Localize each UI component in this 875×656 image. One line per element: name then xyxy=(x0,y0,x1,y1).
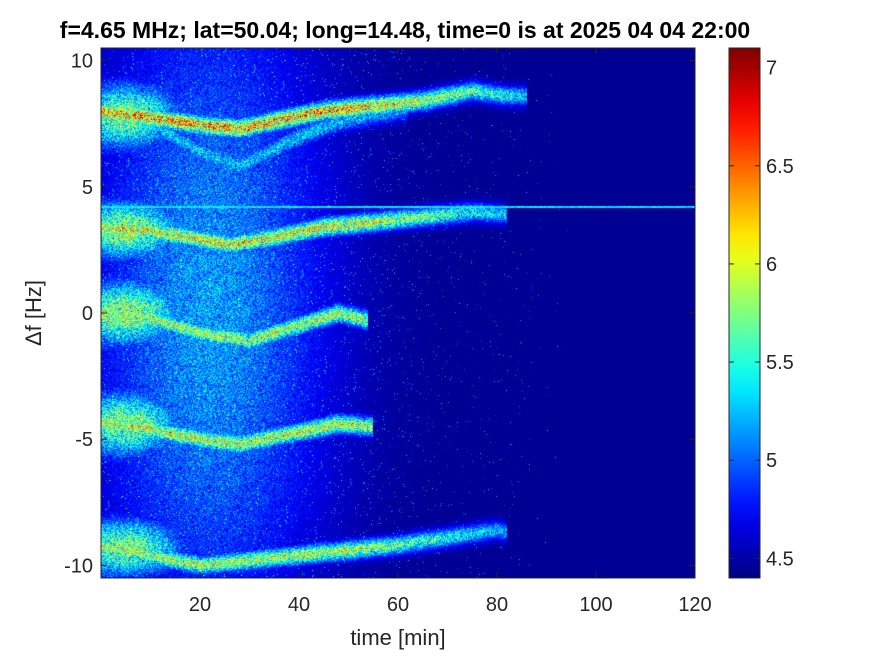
y-tick-label: -5 xyxy=(75,429,93,451)
colorbar-frame xyxy=(728,47,761,579)
colorbar-tick-label: 4.5 xyxy=(766,548,794,570)
x-axis-ticks: 20 40 60 80 100 120 xyxy=(189,48,712,616)
x-tick-label: 100 xyxy=(579,594,612,616)
plot-area xyxy=(100,47,696,579)
x-tick-label: 60 xyxy=(387,594,409,616)
y-tick-label: 0 xyxy=(82,303,93,325)
x-tick-label: 20 xyxy=(189,594,211,616)
x-tick-label: 40 xyxy=(288,594,310,616)
colorbar-tick-label: 5.5 xyxy=(766,352,794,374)
colorbar-ticks: 4.5 5 5.5 6 6.5 7 xyxy=(729,58,794,570)
x-tick-label: 80 xyxy=(486,594,508,616)
y-axis-ticks: -10 -5 0 5 10 xyxy=(64,51,695,577)
x-axis-label: time [min] xyxy=(350,625,445,650)
colorbar: 4.5 5 5.5 6 6.5 7 xyxy=(728,47,794,579)
colorbar-tick-label: 5 xyxy=(766,450,777,472)
colorbar-tick-label: 6.5 xyxy=(766,156,794,178)
y-axis-label: Δf [Hz] xyxy=(21,280,46,346)
x-tick-label: 120 xyxy=(678,594,711,616)
y-tick-label: -10 xyxy=(64,555,93,577)
colorbar-gradient xyxy=(729,48,760,578)
colorbar-tick-label: 7 xyxy=(766,58,777,80)
y-tick-label: 10 xyxy=(71,51,93,73)
y-tick-label: 5 xyxy=(82,177,93,199)
chart-title: f=4.65 MHz; lat=50.04; long=14.48, time=… xyxy=(60,17,750,43)
colorbar-tick-label: 6 xyxy=(766,254,777,276)
